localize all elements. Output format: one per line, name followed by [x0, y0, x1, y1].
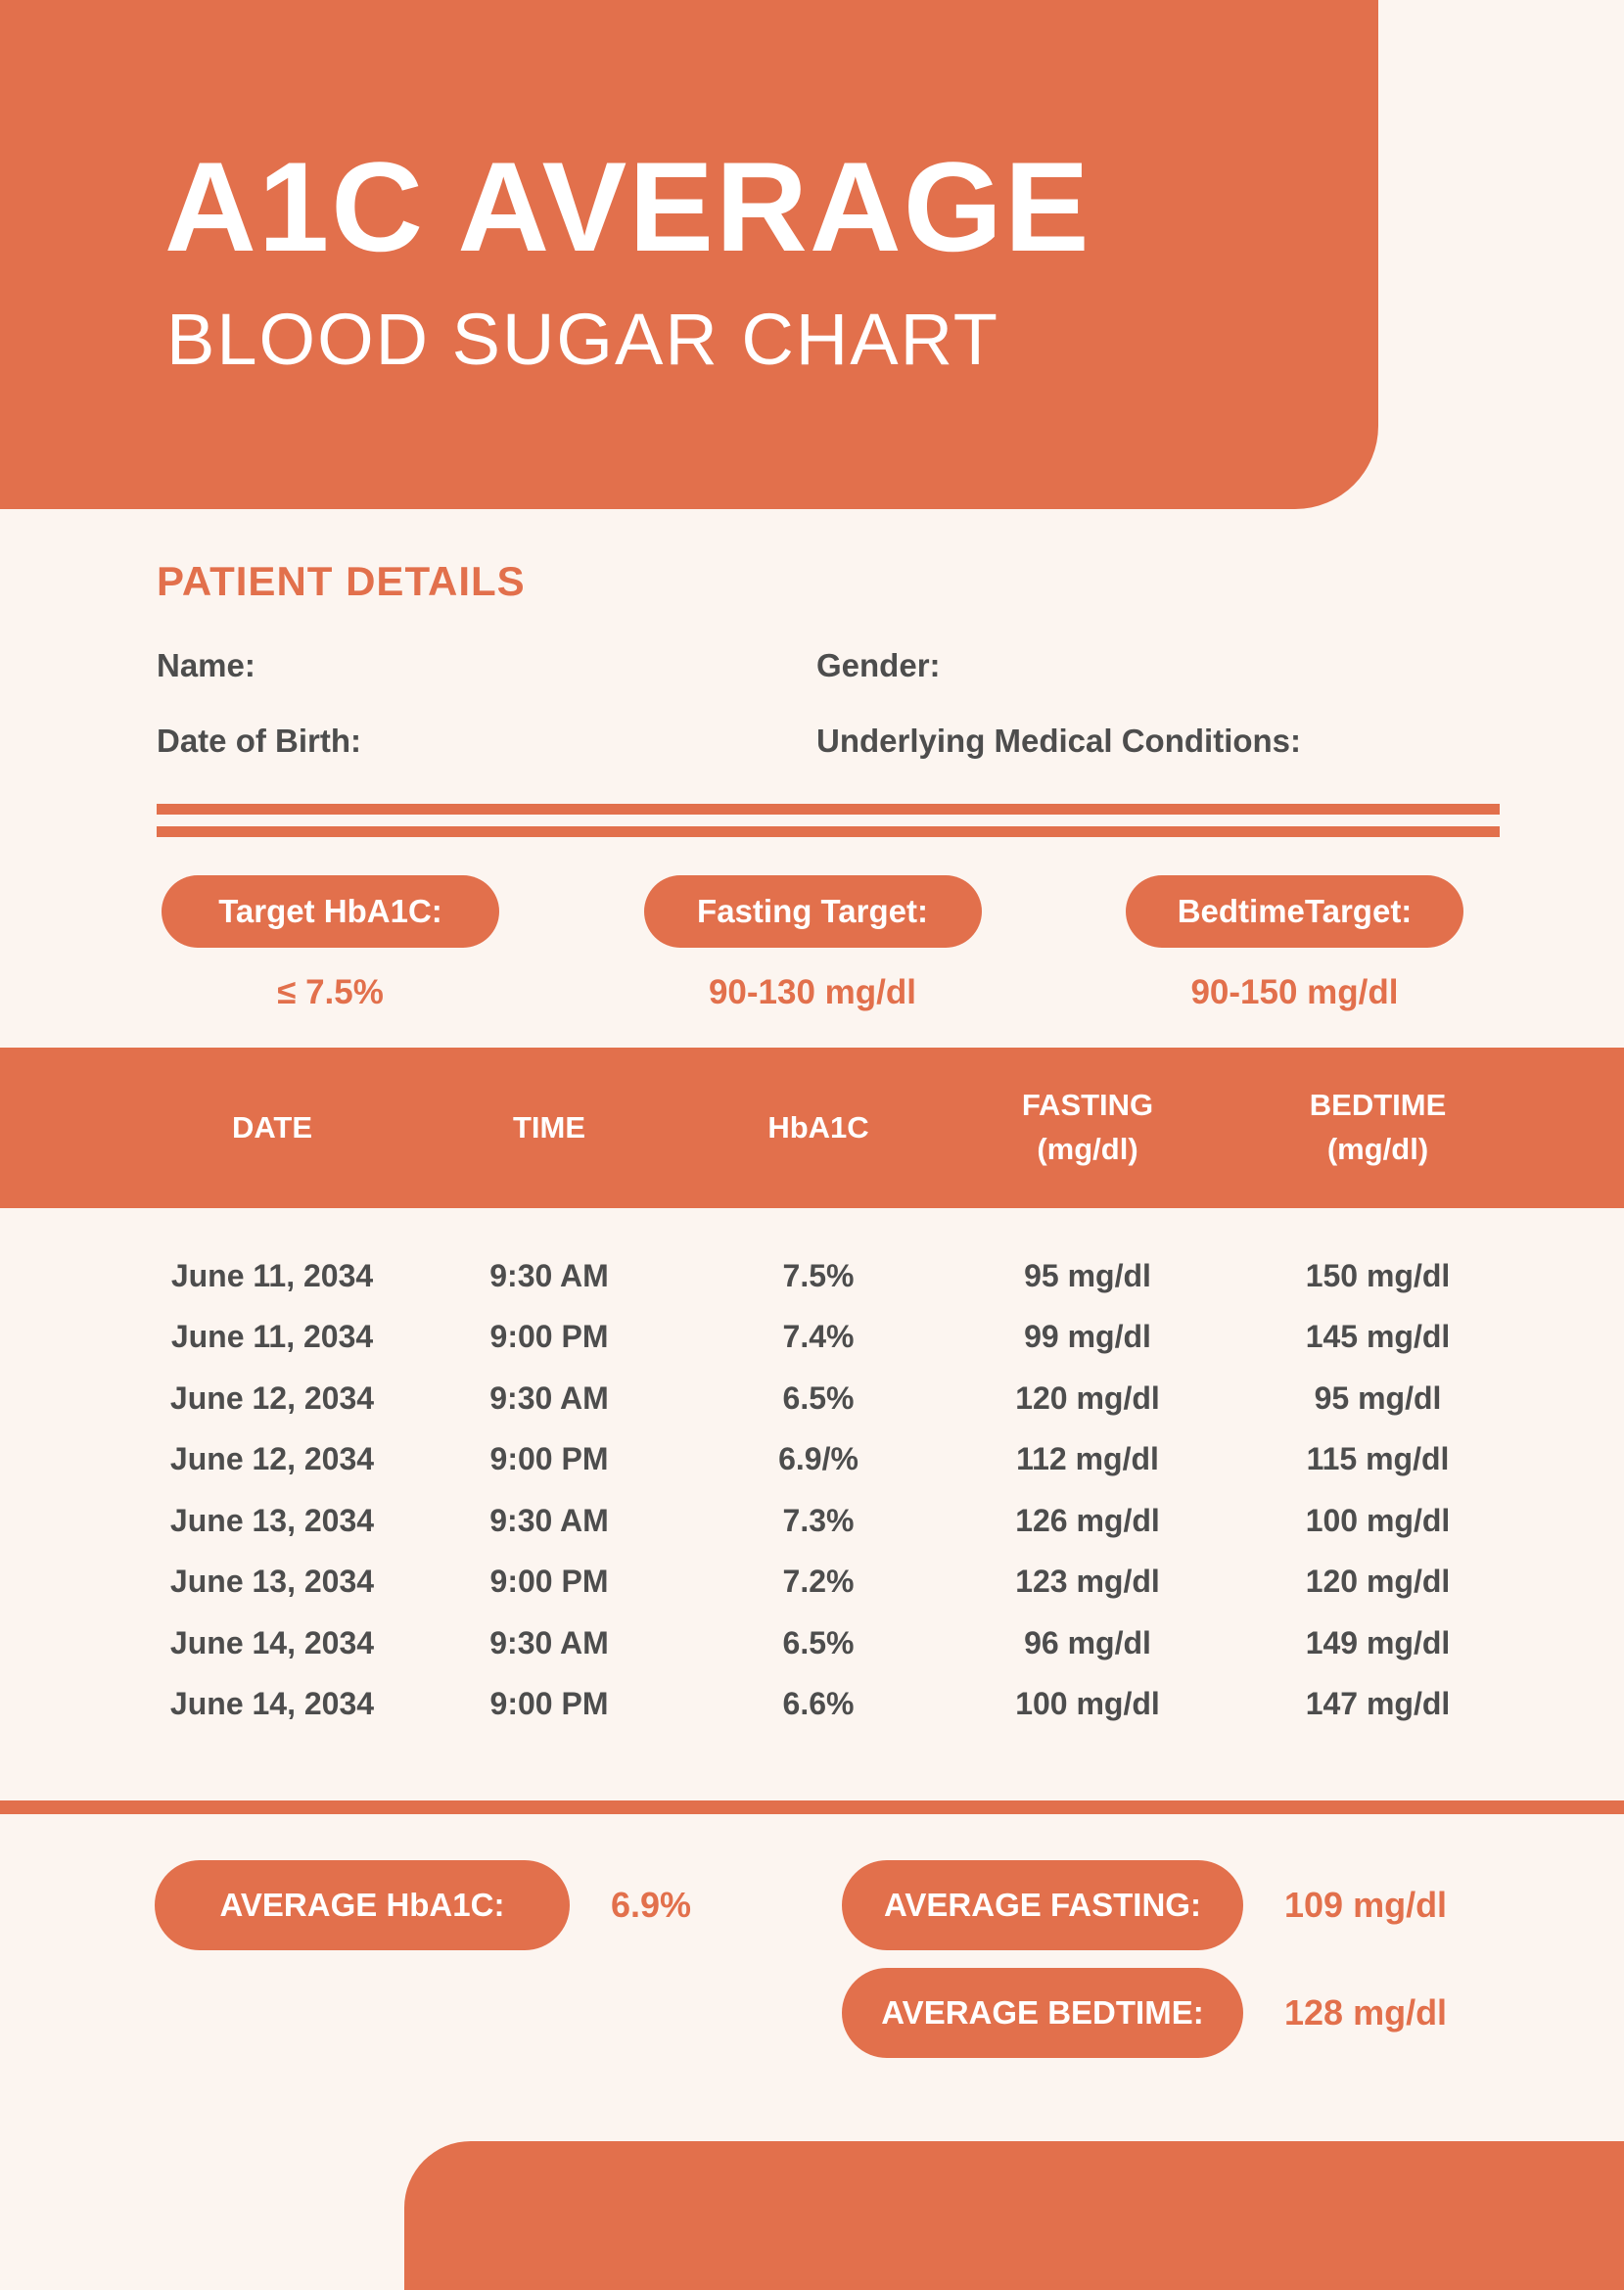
page-title: A1C AVERAGE — [164, 135, 1091, 278]
table-cell: June 12, 2034 — [169, 1379, 375, 1416]
table-cell: June 14, 2034 — [169, 1624, 375, 1660]
table-cell: 9:00 PM — [489, 1686, 609, 1722]
average-hba1c-value: 6.9% — [611, 1885, 692, 1925]
average-bedtime-value: 128 mg/dl — [1284, 1992, 1448, 2033]
table-cell: 9:30 AM — [489, 1379, 609, 1416]
column-header-bedtime-label: BEDTIME — [1309, 1088, 1447, 1123]
table-cell: 7.2% — [782, 1564, 855, 1600]
table-cell: 95 mg/dl — [1314, 1379, 1442, 1416]
column-header-fasting: FASTING (mg/dl) — [970, 1084, 1205, 1172]
average-fasting-value: 109 mg/dl — [1284, 1885, 1448, 1925]
table-cell: 147 mg/dl — [1305, 1686, 1451, 1722]
table-cell: June 11, 2034 — [170, 1319, 374, 1355]
table-cell: June 12, 2034 — [169, 1441, 375, 1477]
table-cell: June 13, 2034 — [169, 1564, 375, 1600]
average-fasting-pill: AVERAGE FASTING: — [842, 1860, 1243, 1950]
table-cell: 95 mg/dl — [1024, 1257, 1151, 1293]
table-cell: 96 mg/dl — [1024, 1624, 1151, 1660]
table-cell: 6.5% — [782, 1379, 855, 1416]
table-cell: 115 mg/dl — [1306, 1441, 1450, 1477]
column-header-bedtime: BEDTIME (mg/dl) — [1205, 1084, 1551, 1172]
table-cell: 9:30 AM — [489, 1502, 609, 1538]
table-cell: June 11, 2034 — [170, 1257, 374, 1293]
target-hba1c: Target HbA1C: ≤ 7.5% — [162, 875, 499, 1012]
table-cell: 9:00 PM — [489, 1441, 609, 1477]
table-cell: 150 mg/dl — [1305, 1257, 1451, 1293]
table-cell: 9:00 PM — [489, 1319, 609, 1355]
table-row: June 14, 2034 9:00 PM 6.6% 100 mg/dl 147… — [113, 1674, 1551, 1736]
targets-row: Target HbA1C: ≤ 7.5% Fasting Target: 90-… — [162, 875, 1463, 1012]
column-header-date: DATE — [231, 1109, 313, 1145]
underlying-conditions-label: Underlying Medical Conditions: — [816, 723, 1302, 759]
target-bedtime: BedtimeTarget: 90-150 mg/dl — [1126, 875, 1463, 1012]
table-cell: 9:30 AM — [489, 1257, 609, 1293]
table-cell: 7.4% — [782, 1319, 855, 1355]
table-body: June 11, 2034 9:30 AM 7.5% 95 mg/dl 150 … — [113, 1245, 1551, 1735]
target-bedtime-value: 90-150 mg/dl — [1190, 973, 1399, 1011]
table-cell: 120 mg/dl — [1305, 1564, 1451, 1600]
target-fasting: Fasting Target: 90-130 mg/dl — [643, 875, 982, 1012]
thin-line-divider — [0, 1800, 1624, 1814]
table-row: June 13, 2034 9:00 PM 7.2% 123 mg/dl 120… — [113, 1552, 1551, 1613]
table-cell: 100 mg/dl — [1305, 1502, 1451, 1538]
average-fasting-group: AVERAGE FASTING: 109 mg/dl — [842, 1860, 1447, 1950]
table-cell: 7.5% — [782, 1257, 855, 1293]
target-hba1c-value: ≤ 7.5% — [277, 973, 384, 1011]
table-cell: June 14, 2034 — [169, 1686, 375, 1722]
column-header-time: TIME — [512, 1109, 586, 1145]
table-header: DATE TIME HbA1C FASTING (mg/dl) BEDTIME … — [0, 1048, 1624, 1208]
table-cell: 7.3% — [782, 1502, 855, 1538]
table-row: June 11, 2034 9:00 PM 7.4% 99 mg/dl 145 … — [113, 1307, 1551, 1369]
column-header-fasting-unit: (mg/dl) — [1037, 1132, 1138, 1166]
table-cell: 100 mg/dl — [1015, 1686, 1160, 1722]
column-header-fasting-label: FASTING — [1021, 1088, 1154, 1123]
table-row: June 12, 2034 9:00 PM 6.9/% 112 mg/dl 11… — [113, 1429, 1551, 1491]
table-cell: 149 mg/dl — [1305, 1624, 1451, 1660]
table-row: June 11, 2034 9:30 AM 7.5% 95 mg/dl 150 … — [113, 1245, 1551, 1307]
column-header-bedtime-unit: (mg/dl) — [1326, 1132, 1429, 1166]
table-cell: June 13, 2034 — [169, 1502, 375, 1538]
date-of-birth-label: Date of Birth: — [157, 723, 361, 759]
page-subtitle: BLOOD SUGAR CHART — [166, 299, 999, 380]
header-banner: A1C AVERAGE BLOOD SUGAR CHART — [0, 0, 1378, 509]
column-header-hba1c: HbA1C — [767, 1109, 869, 1145]
average-hba1c-pill: AVERAGE HbA1C: — [155, 1860, 570, 1950]
table-cell: 6.5% — [782, 1624, 855, 1660]
table-cell: 9:00 PM — [489, 1564, 609, 1600]
average-hba1c-group: AVERAGE HbA1C: 6.9% — [155, 1860, 691, 1950]
table-cell: 9:30 AM — [489, 1624, 609, 1660]
table-cell: 99 mg/dl — [1024, 1319, 1151, 1355]
footer-banner — [404, 2141, 1624, 2290]
patient-details-heading: PATIENT DETAILS — [157, 558, 526, 604]
average-bedtime-group: AVERAGE BEDTIME: 128 mg/dl — [842, 1968, 1447, 2058]
target-fasting-value: 90-130 mg/dl — [708, 973, 917, 1011]
table-cell: 145 mg/dl — [1305, 1319, 1451, 1355]
table-row: June 12, 2034 9:30 AM 6.5% 120 mg/dl 95 … — [113, 1368, 1551, 1429]
table-cell: 123 mg/dl — [1015, 1564, 1160, 1600]
table-row: June 14, 2034 9:30 AM 6.5% 96 mg/dl 149 … — [113, 1612, 1551, 1674]
target-bedtime-pill: BedtimeTarget: — [1126, 875, 1463, 948]
table-row: June 13, 2034 9:30 AM 7.3% 126 mg/dl 100… — [113, 1490, 1551, 1552]
double-line-divider — [157, 804, 1500, 837]
name-label: Name: — [157, 647, 255, 683]
table-cell: 6.9/% — [778, 1441, 858, 1477]
table-cell: 112 mg/dl — [1016, 1441, 1159, 1477]
table-cell: 126 mg/dl — [1015, 1502, 1160, 1538]
target-fasting-pill: Fasting Target: — [643, 875, 982, 948]
target-hba1c-pill: Target HbA1C: — [162, 875, 499, 948]
table-cell: 120 mg/dl — [1015, 1379, 1160, 1416]
table-cell: 6.6% — [782, 1686, 855, 1722]
gender-label: Gender: — [816, 647, 941, 683]
average-bedtime-pill: AVERAGE BEDTIME: — [842, 1968, 1243, 2058]
